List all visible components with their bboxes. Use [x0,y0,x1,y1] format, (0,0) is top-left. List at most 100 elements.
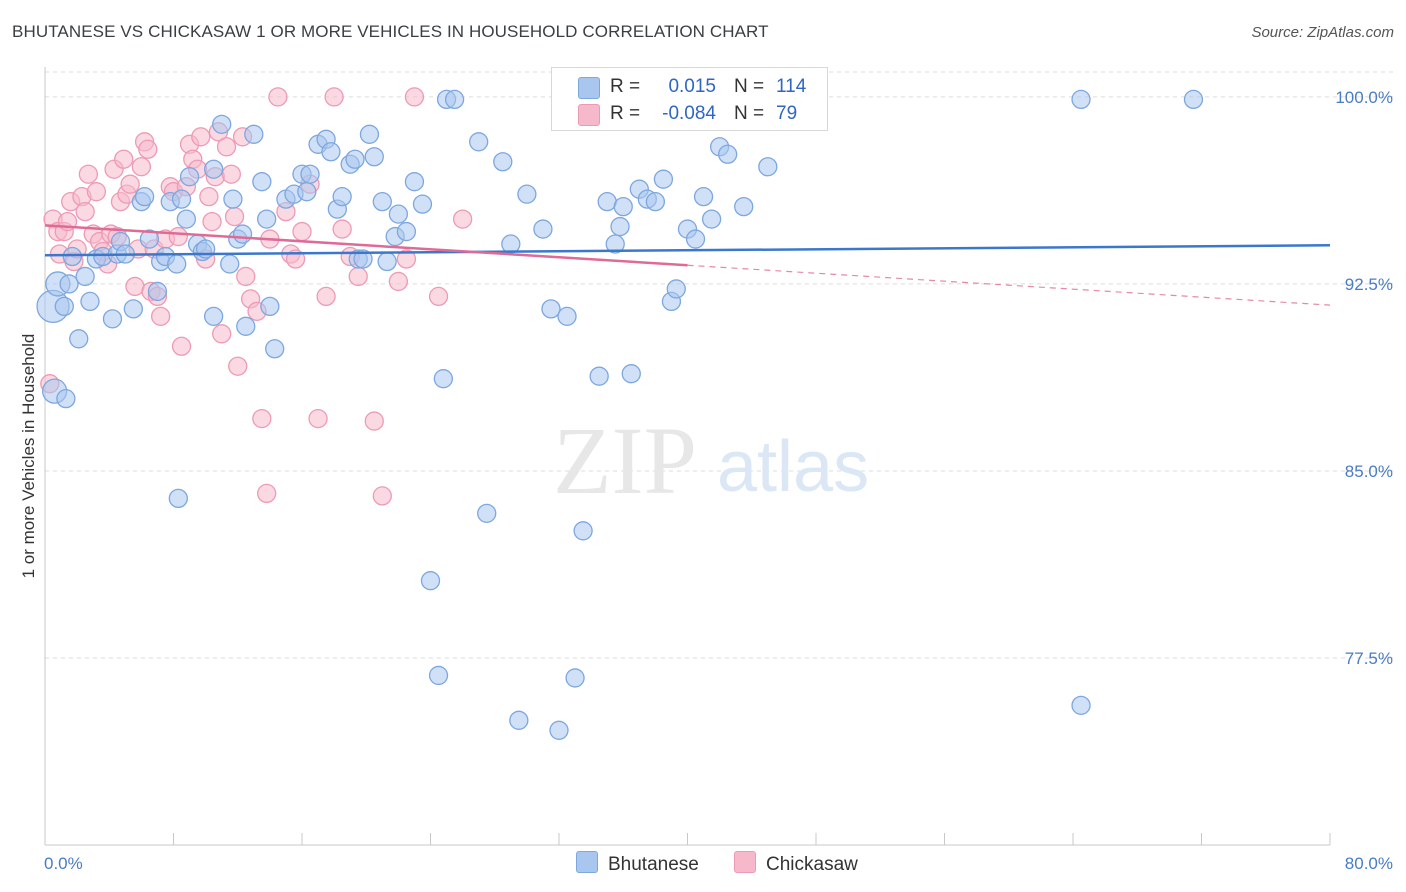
chickasaw-point [324,87,344,107]
stats-legend: R = 0.015 N = 114 R = -0.084 N = 79 [551,67,828,131]
chickasaw-point [452,209,473,229]
bhutanese-point [420,571,441,591]
bhutanese-point [613,196,633,217]
bhutanese-point [1071,89,1091,110]
bhutanese-point [573,521,593,541]
series-bhutanese-points [36,89,1204,740]
chickasaw-point [388,271,409,292]
chickasaw-point [404,87,425,107]
watermark-atlas: atlas [717,427,869,507]
y-tick-label: 100.0% [1335,88,1393,107]
bhutanese-point [718,144,738,164]
bhutanese-point [260,296,280,317]
chickasaw-point [332,219,352,239]
bhutanese-point [204,306,224,327]
y-tick-label: 77.5% [1345,649,1393,668]
chickasaw-point [114,149,134,169]
y-axis-label: 1 or more Vehicles in Household [19,334,38,579]
bhutanese-point [297,182,317,202]
chickasaw-point [221,164,241,184]
bhutanese-point [204,159,224,179]
series-chickasaw-points [40,87,473,506]
chart-title: BHUTANESE VS CHICKASAW 1 OR MORE VEHICLE… [12,22,769,41]
bhutanese-point [645,191,666,212]
chickasaw-point [78,164,99,184]
legend-n-value: 79 [776,103,798,124]
chickasaw-point [257,483,277,504]
chickasaw-point [125,276,145,297]
bhutanese-point [69,329,89,349]
bhutanese-point [653,169,674,189]
trend-line-bhutanese [44,244,1331,257]
bhutanese-point [364,147,384,167]
bottom-legend-swatch-bhutanese [576,851,598,873]
tick-labels: 100.0% 92.5% 85.0% 77.5% 0.0% 80.0% [44,88,1393,873]
bhutanese-point [377,251,397,272]
bhutanese-point [693,187,714,207]
bhutanese-point [80,291,100,312]
bhutanese-point [605,234,625,254]
chickasaw-point [228,356,248,376]
bhutanese-point [1183,89,1204,110]
bhutanese-point [589,366,609,386]
bhutanese-point [444,89,465,110]
bhutanese-point [388,204,409,224]
bhutanese-point [621,364,641,384]
legend-r-value: 0.015 [668,76,716,97]
bhutanese-point [597,191,617,212]
bhutanese-point [244,124,264,144]
bhutanese-point [179,167,200,187]
x-tick-label: 80.0% [1345,854,1393,873]
watermark: ZIP atlas [553,407,869,514]
source-credit: Source: ZipAtlas.com [1251,24,1394,41]
x-tick-label: 0.0% [44,854,83,873]
bhutanese-point [176,209,197,229]
bottom-legend-bhutanese: Bhutanese [576,851,699,876]
bhutanese-point [758,157,778,177]
bhutanese-point [501,234,521,254]
bhutanese-point [509,710,529,730]
bhutanese-point [147,281,168,302]
bhutanese-point [565,668,585,688]
bhutanese-point [359,124,380,144]
bottom-legend-chickasaw: Chickasaw [734,851,858,876]
bhutanese-point [139,229,160,249]
bhutanese-point [56,388,76,409]
chickasaw-point [252,408,272,429]
chickasaw-point [171,336,192,356]
bhutanese-point [265,339,285,359]
chickasaw-point [212,324,232,344]
legend-row-bhutanese: R = 0.015 N = 114 [552,74,827,100]
legend-n-label: N = [734,76,765,97]
chickasaw-point [316,286,336,307]
chickasaw-point [364,411,384,431]
bhutanese-point [167,254,187,274]
trend-line-chickasaw-extension [687,264,1331,306]
bhutanese-point [223,189,243,209]
bottom-legend-label-chickasaw: Chickasaw [766,854,858,875]
legend-swatch-chickasaw [578,104,600,126]
chickasaw-point [292,221,312,242]
axes [44,67,1331,846]
chickasaw-point [224,206,245,227]
chickasaw-point [191,127,211,147]
y-tick-label: 85.0% [1345,462,1393,481]
chickasaw-point [86,182,107,202]
bhutanese-point [300,164,320,184]
bhutanese-point [257,209,277,229]
bhutanese-point [220,254,240,274]
bhutanese-point [54,296,74,317]
chickasaw-point [138,139,158,159]
bhutanese-point [62,246,82,267]
chickasaw-point [168,226,188,247]
bhutanese-point [171,189,192,209]
bhutanese-point [493,152,513,172]
watermark-zip: ZIP [553,407,697,514]
bhutanese-point [332,187,352,207]
legend-row-chickasaw: R = -0.084 N = 79 [552,101,827,127]
bhutanese-point [477,503,497,523]
legend-r-value: -0.084 [662,103,716,124]
bhutanese-point [469,132,489,152]
chickasaw-point [428,286,449,307]
bhutanese-point [557,306,577,327]
